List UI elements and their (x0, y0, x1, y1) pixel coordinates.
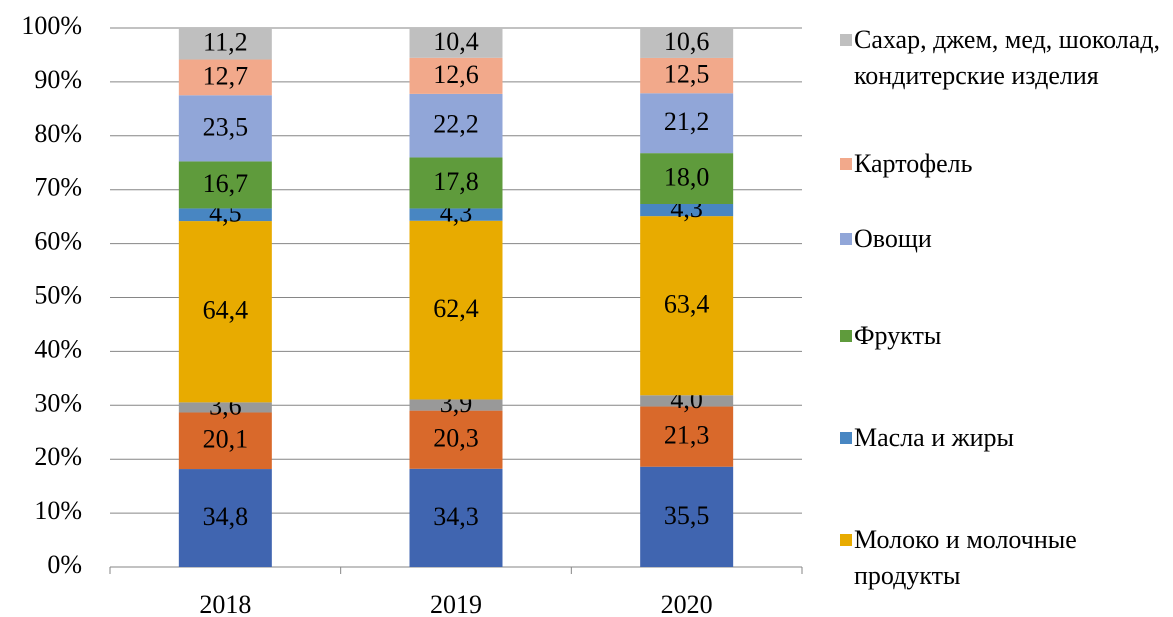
data-label: 23,5 (203, 112, 249, 141)
data-label: 21,3 (664, 421, 710, 450)
bar-segment (409, 220, 503, 400)
data-label: 10,6 (664, 27, 710, 56)
legend-entry: Фрукты (838, 318, 1168, 354)
data-label: 18,0 (664, 163, 710, 192)
y-tick-label: 20% (34, 442, 82, 471)
bar-segment (640, 57, 734, 94)
bar-segment (178, 412, 272, 470)
bar-segment (640, 395, 734, 407)
x-tick-label: 2020 (661, 590, 713, 617)
bar-segment (640, 203, 734, 217)
x-tick-label: 2018 (199, 590, 251, 617)
data-label: 22,2 (433, 110, 479, 139)
bar-segment (640, 406, 734, 467)
legend-entry: Масла и жиры (838, 420, 1168, 456)
y-tick-label: 30% (34, 388, 82, 417)
data-label: 16,7 (203, 169, 249, 198)
y-tick-label: 80% (34, 119, 82, 148)
data-label: 63,4 (664, 290, 710, 319)
data-label: 12,5 (664, 60, 710, 89)
data-label: 10,4 (433, 27, 479, 56)
legend-swatch (840, 534, 852, 546)
bar-segment (178, 469, 272, 567)
bar-segment (640, 466, 734, 567)
legend-entry: Овощи (838, 221, 1168, 257)
y-tick-label: 40% (34, 334, 82, 363)
bar-segment (640, 153, 734, 204)
legend-label: Картофель (854, 149, 973, 178)
y-tick-label: 70% (34, 173, 82, 202)
data-label: 64,4 (203, 296, 249, 325)
bar-segment (640, 216, 734, 396)
bar-segment (409, 410, 503, 469)
data-label: 35,5 (664, 501, 710, 530)
bar-segment (178, 221, 272, 403)
legend-swatch (840, 432, 852, 444)
bar-segment (409, 399, 503, 411)
data-label: 11,2 (203, 28, 248, 57)
y-tick-label: 10% (34, 496, 82, 525)
legend-label: Фрукты (854, 321, 942, 350)
y-tick-label: 60% (34, 227, 82, 256)
legend-label: Молоко и молочные продукты (854, 525, 1077, 590)
bar-segment (640, 93, 734, 154)
legend-label: Масла и жиры (854, 423, 1014, 452)
y-tick-label: 50% (34, 280, 82, 309)
bar-segment (409, 208, 503, 221)
legend-label: Овощи (854, 224, 932, 253)
legend-swatch (840, 233, 852, 245)
bar-segment (409, 57, 503, 94)
data-label: 17,8 (433, 167, 479, 196)
legend-swatch (840, 158, 852, 170)
data-label: 62,4 (433, 294, 479, 323)
y-tick-label: 100% (21, 11, 82, 40)
bar-segment (409, 157, 503, 209)
bar-segment (178, 161, 272, 209)
legend-entry: Сахар, джем, мед, шоколад, кондитерские … (838, 22, 1168, 94)
bar-segment (178, 59, 272, 96)
legend-entry: Молоко и молочные продукты (838, 522, 1168, 594)
bar-segment (178, 402, 272, 413)
data-label: 34,3 (433, 502, 479, 531)
legend-swatch (840, 330, 852, 342)
bar-segment (409, 93, 503, 158)
bar-segment (409, 28, 503, 58)
data-label: 20,1 (203, 425, 249, 454)
data-label: 20,3 (433, 424, 479, 453)
legend-label: Сахар, джем, мед, шоколад, кондитерские … (854, 25, 1161, 90)
data-label: 12,6 (433, 60, 479, 89)
data-label: 34,8 (203, 502, 249, 531)
bar-segment (178, 28, 272, 60)
data-label: 21,2 (664, 107, 710, 136)
bar-segment (178, 95, 272, 162)
bar-segment (409, 468, 503, 567)
legend-entry: Картофель (838, 146, 1168, 182)
y-tick-label: 90% (34, 65, 82, 94)
x-tick-label: 2019 (430, 590, 482, 617)
data-label: 12,7 (203, 61, 249, 90)
bar-segment (640, 28, 734, 58)
bar-segment (178, 208, 272, 222)
y-tick-label: 0% (47, 550, 82, 579)
legend-swatch (840, 34, 852, 46)
